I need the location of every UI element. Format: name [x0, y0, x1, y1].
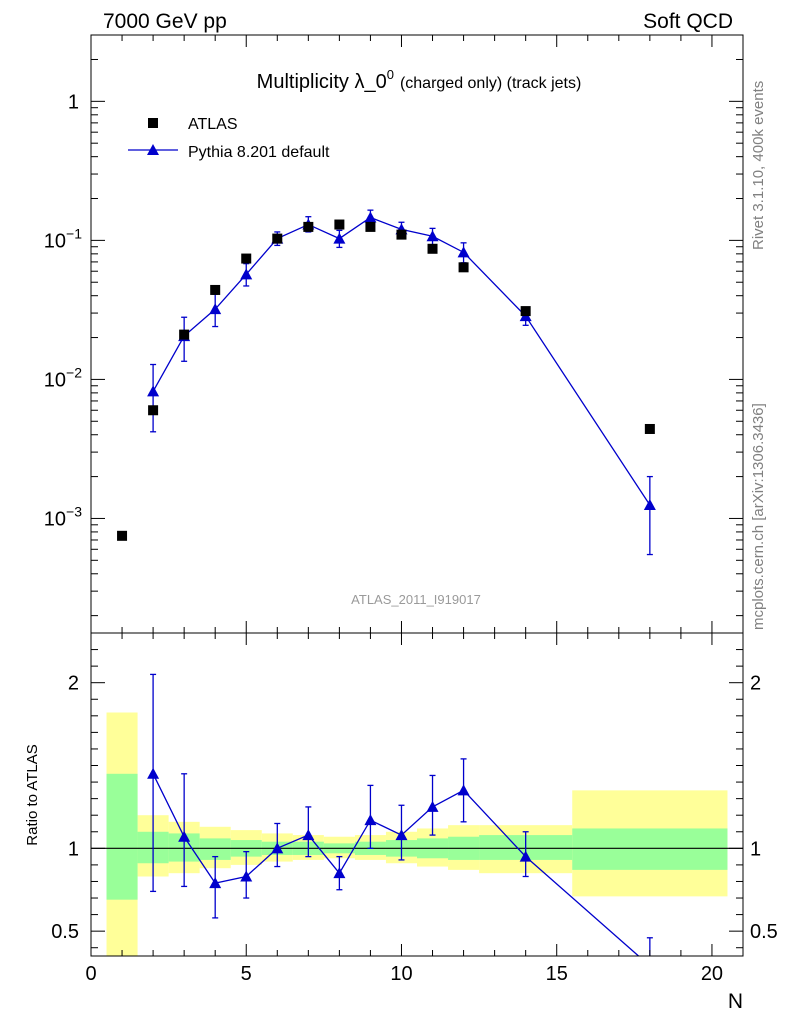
- plot-title-main: Multiplicity λ_0: [257, 71, 387, 93]
- plot-title-suffix: (charged only) (track jets): [400, 75, 581, 92]
- pythia-point: [333, 232, 346, 244]
- x-tick-label: 10: [390, 963, 412, 985]
- header-right: Soft QCD: [643, 10, 733, 33]
- analysis-watermark: ATLAS_2011_I919017: [351, 592, 481, 607]
- x-axis-label: N: [728, 990, 743, 1013]
- atlas-point: [458, 262, 469, 273]
- y-tick-label: 10−1: [44, 225, 82, 252]
- ratio-axes: 0 5 10 15 20 0.5 0.5 1 1 2 2: [51, 633, 778, 985]
- legend-atlas-label: ATLAS: [188, 116, 238, 133]
- pythia-point: [364, 211, 377, 223]
- pythia-point: [240, 268, 253, 280]
- atlas-point: [148, 405, 159, 416]
- ratio-band-inner: [199, 838, 231, 860]
- y-tick-label-exponent: −1: [66, 225, 82, 241]
- pythia-point: [457, 246, 470, 258]
- plot-title-superscript: 0: [387, 67, 394, 82]
- ratio-bands: [106, 712, 728, 956]
- atlas-point: [241, 253, 252, 264]
- pythia-point: [426, 230, 439, 242]
- ratio-pythia-point: [178, 830, 191, 842]
- main-axes: 110−110−210−3: [44, 34, 744, 633]
- header-left: 7000 GeV pp: [103, 10, 227, 33]
- y-tick-label: 10−3: [44, 503, 82, 530]
- atlas-point: [210, 284, 221, 295]
- ratio-band-inner: [106, 773, 138, 900]
- ratio-frame: [90, 632, 744, 957]
- y-tick-label-exponent: −2: [66, 364, 82, 380]
- ratio-band-inner: [572, 828, 728, 870]
- plot-title: Multiplicity λ_00 (charged only) (track j…: [257, 67, 582, 93]
- atlas-point: [117, 530, 128, 541]
- atlas-point: [179, 329, 190, 340]
- ratio-pythia-point: [240, 870, 253, 882]
- pythia-point: [643, 498, 656, 510]
- atlas-point: [427, 243, 438, 254]
- ratio-pythia-point: [519, 850, 532, 862]
- legend-pythia-marker: [147, 144, 159, 155]
- x-tick-label: 0: [85, 963, 96, 985]
- y-tick-label: 10−2: [44, 364, 82, 391]
- ratio-y-tick-label-right: 2: [750, 673, 761, 695]
- ratio-pythia-point: [426, 800, 439, 812]
- atlas-point: [365, 221, 376, 232]
- atlas-point: [396, 229, 407, 240]
- ratio-marks: [91, 673, 743, 971]
- ratio-pythia-point: [333, 867, 346, 879]
- y-tick-label-exponent: −3: [66, 503, 82, 519]
- ratio-pythia-point: [644, 960, 656, 971]
- legend-pythia-label: Pythia 8.201 default: [188, 144, 330, 161]
- ratio-pythia-point: [271, 842, 284, 854]
- x-tick-label: 15: [546, 963, 568, 985]
- ratio-pythia-point: [457, 784, 470, 796]
- rivet-label: Rivet 3.1.10, 400k events: [750, 81, 767, 250]
- legend: ATLAS Pythia 8.201 default: [128, 116, 330, 161]
- pythia-point: [147, 385, 160, 397]
- ratio-y-tick-label-right: 0.5: [750, 921, 778, 943]
- pythia-line: [152, 216, 651, 506]
- ratio-pythia-point: [147, 767, 160, 779]
- pythia-point: [209, 303, 222, 315]
- y-tick-label-base: 10: [44, 230, 66, 252]
- ratio-y-tick-label-right: 1: [750, 838, 761, 860]
- mcplots-label: mcplots.cern.ch [arXiv:1306.3436]: [750, 403, 767, 630]
- ratio-pythia-point: [209, 877, 222, 889]
- atlas-point: [303, 221, 314, 232]
- ratio-y-tick-label: 1: [68, 838, 79, 860]
- atlas-point: [334, 219, 345, 230]
- atlas-point: [520, 306, 531, 317]
- ratio-pythia-point: [395, 829, 408, 841]
- atlas-point: [644, 423, 655, 434]
- x-tick-label: 20: [701, 963, 723, 985]
- x-tick-label: 5: [241, 963, 252, 985]
- y-tick-label: 1: [68, 91, 79, 113]
- ratio-pythia-point: [302, 829, 315, 841]
- legend-atlas-marker: [148, 118, 158, 128]
- ratio-pythia-point: [364, 814, 377, 826]
- y-tick-label-base: 10: [44, 508, 66, 530]
- atlas-point: [272, 233, 283, 244]
- y-tick-label-base: 10: [44, 369, 66, 391]
- ratio-y-tick-label: 2: [68, 673, 79, 695]
- main-marks: [117, 209, 656, 556]
- ratio-ylabel: Ratio to ATLAS: [24, 744, 41, 845]
- ratio-y-tick-label: 0.5: [51, 921, 79, 943]
